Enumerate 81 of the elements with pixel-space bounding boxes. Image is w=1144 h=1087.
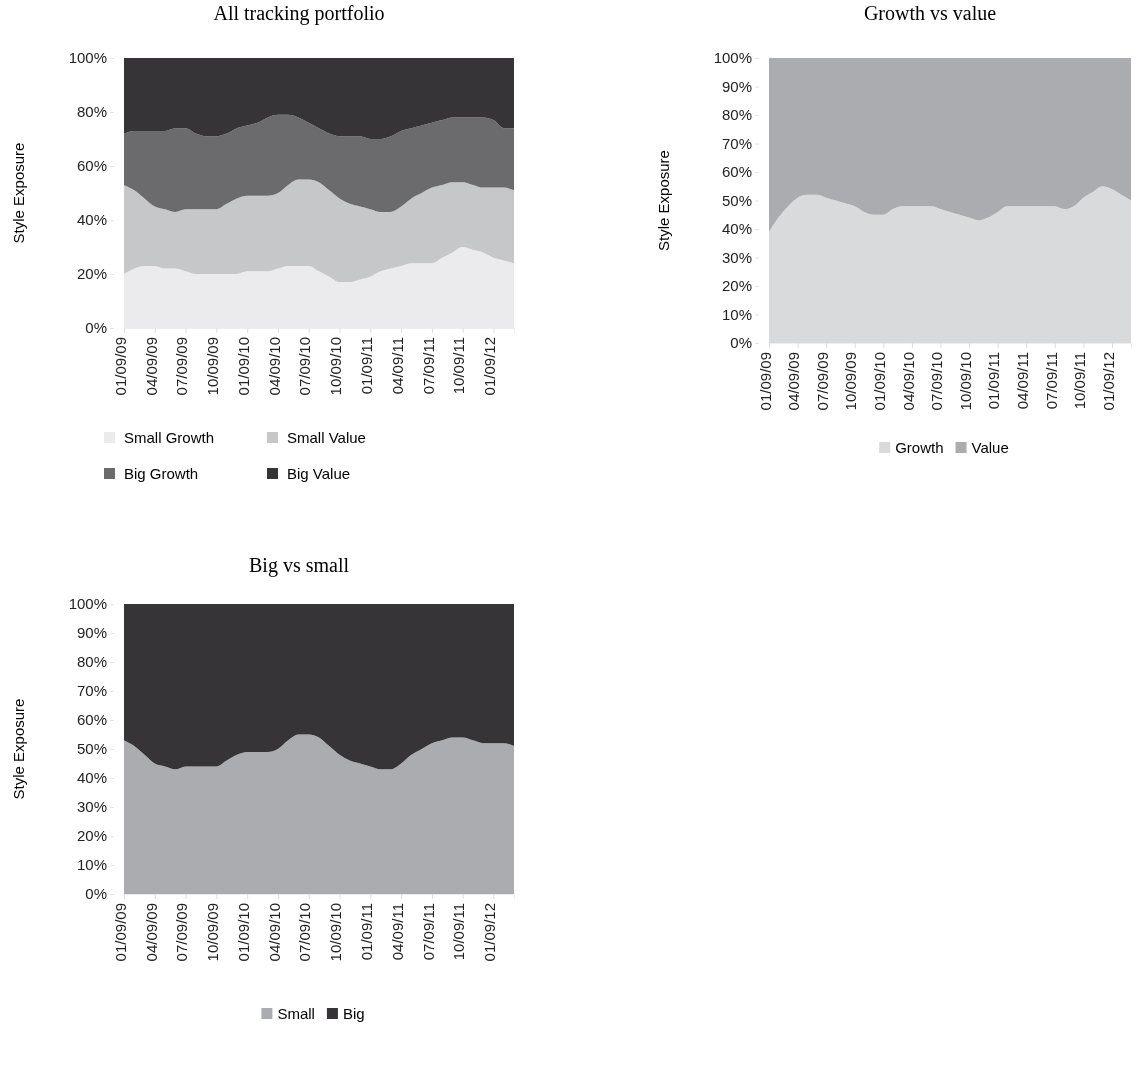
x-tick-label: 01/09/09 — [111, 903, 129, 962]
y-tick-label: 60% — [721, 163, 752, 181]
x-tick-label: 07/09/09 — [813, 352, 831, 411]
y-tick-label: 20% — [721, 277, 752, 295]
legend-label: Value — [971, 439, 1009, 456]
x-tick-label: 01/09/12 — [481, 903, 499, 962]
legend-label: Big Growth — [124, 465, 199, 482]
x-tick-label: 04/09/09 — [142, 337, 160, 396]
x-tick-label: 10/09/11 — [450, 903, 468, 961]
y-axis-title: Style Exposure — [10, 698, 27, 800]
x-tick-label: 01/09/09 — [756, 352, 774, 411]
x-tick-label: 01/09/12 — [1099, 352, 1117, 411]
y-tick-label: 50% — [76, 740, 107, 758]
x-tick-label: 01/09/11 — [358, 337, 376, 395]
y-tick-label: 100% — [68, 595, 107, 613]
x-tick-label: 10/09/11 — [450, 337, 468, 395]
y-tick-label: 30% — [76, 798, 107, 816]
x-tick-label: 04/09/10 — [899, 352, 917, 411]
x-tick-label: 07/09/11 — [1042, 352, 1060, 410]
x-tick-label: 07/09/09 — [173, 903, 191, 962]
y-axis-title: Style Exposure — [655, 150, 672, 251]
x-tick-label: 04/09/10 — [265, 337, 283, 396]
y-tick-label: 40% — [721, 220, 752, 238]
legend-label: Small — [277, 1005, 315, 1022]
y-tick-label: 60% — [76, 157, 107, 175]
y-tick-label: 0% — [85, 319, 107, 337]
x-tick-label: 01/09/11 — [985, 352, 1003, 410]
y-tick-label: 40% — [76, 769, 107, 787]
y-tick-label: 70% — [76, 682, 107, 700]
x-tick-label: 01/09/10 — [871, 352, 889, 411]
x-tick-label: 07/09/10 — [928, 352, 946, 411]
x-tick-label: 01/09/12 — [481, 337, 499, 396]
x-tick-label: 04/09/11 — [388, 903, 406, 961]
y-tick-label: 20% — [76, 827, 107, 845]
x-tick-label: 01/09/09 — [111, 337, 129, 396]
x-tick-label: 01/09/11 — [358, 903, 376, 961]
x-tick-label: 10/09/09 — [842, 352, 860, 411]
y-tick-label: 100% — [68, 49, 107, 67]
x-tick-label: 01/09/10 — [234, 903, 252, 962]
chart-title: All tracking portfolio — [213, 2, 385, 25]
y-tick-label: 80% — [721, 106, 752, 124]
x-tick-label: 04/09/11 — [388, 337, 406, 395]
y-tick-label: 70% — [721, 134, 752, 152]
x-tick-label: 10/09/10 — [327, 903, 345, 962]
x-tick-label: 01/09/10 — [234, 337, 252, 396]
y-tick-label: 10% — [76, 856, 107, 874]
y-tick-label: 40% — [76, 211, 107, 229]
y-tick-label: 60% — [76, 711, 107, 729]
y-axis-title: Style Exposure — [10, 142, 27, 244]
y-tick-label: 90% — [76, 624, 107, 642]
y-tick-label: 90% — [721, 77, 752, 95]
legend-label: Small Value — [287, 429, 366, 446]
x-tick-label: 07/09/10 — [296, 903, 314, 962]
chart-title: Big vs small — [248, 554, 350, 577]
x-tick-label: 10/09/10 — [956, 352, 974, 411]
x-tick-label: 10/09/11 — [1071, 352, 1089, 410]
chart-title: Growth vs value — [863, 2, 997, 24]
x-tick-label: 04/09/10 — [265, 903, 283, 962]
y-tick-label: 10% — [721, 305, 752, 323]
x-tick-label: 04/09/09 — [785, 352, 803, 411]
x-tick-label: 04/09/09 — [142, 903, 160, 962]
x-tick-label: 10/09/09 — [204, 903, 222, 962]
x-tick-label: 07/09/11 — [419, 337, 437, 395]
legend-label: Big — [342, 1005, 365, 1022]
y-tick-label: 80% — [76, 103, 107, 121]
x-tick-label: 04/09/11 — [1013, 352, 1031, 410]
x-tick-label: 10/09/09 — [204, 337, 222, 396]
y-tick-label: 80% — [76, 653, 107, 671]
legend-label: Growth — [895, 439, 944, 456]
y-tick-label: 100% — [713, 49, 752, 67]
y-tick-label: 30% — [721, 248, 752, 266]
y-tick-label: 20% — [76, 265, 107, 283]
y-tick-label: 0% — [85, 885, 107, 903]
legend-label: Big Value — [287, 465, 351, 482]
x-tick-label: 10/09/10 — [327, 337, 345, 396]
legend-label: Small Growth — [124, 429, 215, 446]
y-tick-label: 0% — [730, 334, 752, 352]
x-tick-label: 07/09/11 — [419, 903, 437, 961]
x-tick-label: 07/09/09 — [173, 337, 191, 396]
y-tick-label: 50% — [721, 191, 752, 209]
x-tick-label: 07/09/10 — [296, 337, 314, 396]
